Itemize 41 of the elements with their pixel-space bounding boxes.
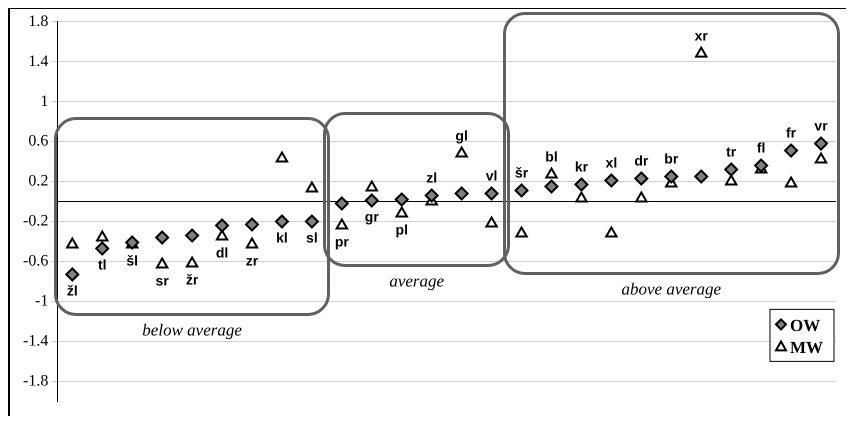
annotation: above average — [621, 279, 722, 298]
x-tick-label: dl — [216, 244, 228, 260]
y-tick-label: 0.6 — [28, 132, 48, 150]
annotation: average — [389, 271, 445, 290]
y-tick-label: 0.2 — [28, 172, 48, 190]
x-tick-label: vr — [814, 117, 828, 134]
x-tick-label: gl — [455, 127, 468, 144]
x-tick-label: tr — [726, 143, 737, 160]
x-tick-label: pr — [334, 233, 350, 250]
x-tick-label: dr — [634, 152, 649, 168]
y-tick-label: -1 — [35, 292, 48, 310]
y-tick-label: -0.2 — [23, 212, 48, 230]
x-tick-label: fr — [786, 124, 797, 140]
x-tick-label: xl — [606, 154, 618, 170]
y-tick-label: 1 — [40, 92, 48, 110]
x-tick-label: xr — [694, 27, 708, 44]
legend-label: MW — [790, 338, 824, 357]
x-tick-label: vl — [486, 167, 498, 184]
y-tick-label: 1.8 — [28, 12, 48, 30]
x-tick-label: žl — [66, 282, 78, 298]
x-tick-label: kr — [574, 158, 589, 174]
x-tick-label: sl — [306, 229, 318, 246]
y-tick-label: -1.4 — [23, 332, 48, 350]
x-tick-label: zr — [246, 252, 259, 268]
y-tick-label: 1.4 — [28, 52, 48, 70]
x-tick-label: fl — [756, 139, 766, 156]
annotation: below average — [142, 320, 242, 340]
x-tick-label: gr — [364, 208, 380, 224]
x-tick-label: šl — [126, 252, 138, 268]
x-tick-label: bl — [545, 148, 558, 164]
x-tick-label: pl — [396, 221, 408, 238]
x-tick-label: zl — [426, 169, 438, 186]
x-tick-label: kl — [276, 229, 288, 246]
y-tick-label: -0.6 — [23, 252, 48, 270]
x-tick-label: šr — [514, 164, 529, 180]
y-tick-label: -1.8 — [23, 372, 48, 390]
x-tick-label: br — [664, 150, 679, 166]
x-tick-label: tl — [98, 256, 107, 272]
legend-label: OW — [790, 316, 820, 335]
x-tick-label: žr — [186, 271, 199, 288]
x-tick-label: sr — [156, 272, 170, 288]
